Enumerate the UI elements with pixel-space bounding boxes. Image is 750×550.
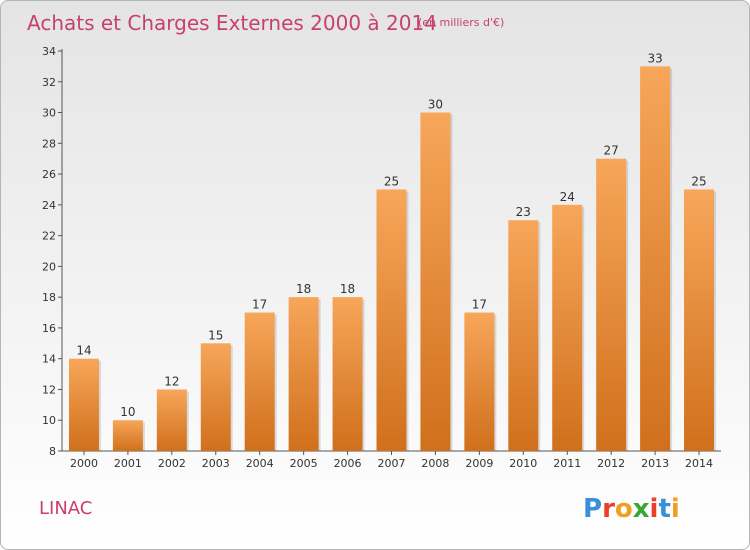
bar-value-label: 18 [340,282,355,296]
x-tick-label: 2007 [378,457,406,470]
bar [68,358,99,451]
logo-letter: o [615,494,633,524]
logo-letter: P [583,494,602,524]
x-tick-label: 2009 [465,457,493,470]
x-tick-label: 2002 [158,457,186,470]
y-tick-label: 28 [42,137,56,150]
bar-value-label: 18 [296,282,311,296]
y-tick-label: 30 [42,107,56,120]
bar-value-label: 27 [604,144,619,158]
bar-value-label: 25 [691,174,706,188]
y-tick-label: 20 [42,260,56,273]
logo-letter: t [658,494,670,524]
bar [244,312,275,451]
axes: 8 10 12 14 16 18 20 22 24 26 28 30 32 34 2000 2001 2002 2… [42,45,721,470]
y-tick-label: 10 [42,414,56,427]
y-tick-label: 18 [42,291,56,304]
bar [508,220,539,451]
logo-letter: r [602,494,615,524]
bar [464,312,495,451]
x-tick-label: 2011 [553,457,581,470]
bar [552,204,583,451]
logo-letter: x [633,494,650,524]
bar [376,189,407,451]
chart-title: Achats et Charges Externes 2000 à 2014 [27,11,437,35]
bar-value-label: 17 [472,298,487,312]
bar-value-label: 10 [120,405,135,419]
bar-value-label: 25 [384,174,399,188]
x-tick-label: 2013 [641,457,669,470]
bar [640,66,671,451]
y-tick-label: 34 [42,45,56,58]
x-tick-label: 2001 [114,457,142,470]
commune-name: LINAC [39,498,92,519]
x-tick-label: 2003 [202,457,230,470]
bar-value-label: 24 [560,190,575,204]
bar-value-label: 14 [76,344,91,358]
y-tick-label: 16 [42,322,56,335]
y-tick-label: 12 [42,383,56,396]
x-tick-label: 2014 [685,457,713,470]
bar [420,112,451,452]
bar [112,420,143,451]
x-tick-label: 2006 [334,457,362,470]
x-tick-label: 2004 [246,457,274,470]
x-tick-label: 2010 [509,457,537,470]
y-tick-label: 32 [42,76,56,89]
bar [684,189,715,451]
bar-value-label: 30 [428,98,443,112]
y-tick-label: 8 [49,445,56,458]
bar [596,158,627,451]
logo-letter: i [671,494,680,524]
y-tick-label: 26 [42,168,56,181]
x-tick-label: 2012 [597,457,625,470]
bar-value-label: 33 [647,51,662,65]
chart-subtitle: (en milliers d'€) [418,16,504,29]
bar [200,343,231,451]
x-tick-label: 2000 [70,457,98,470]
bar-value-label: 12 [164,374,179,388]
bar [156,389,187,451]
logo-letter: i [650,494,659,524]
x-tick-label: 2008 [421,457,449,470]
bars: 14 10 12 15 17 18 18 25 30 17 23 24 27 33 25 [68,51,717,452]
proxiti-logo: Proxiti [583,494,680,524]
bar-value-label: 17 [252,298,267,312]
bar [332,297,363,451]
y-tick-label: 14 [42,353,56,366]
y-tick-label: 22 [42,230,56,243]
bar [288,297,319,451]
bar-value-label: 23 [516,205,531,219]
x-tick-label: 2005 [290,457,318,470]
bar-value-label: 15 [208,328,223,342]
y-tick-label: 24 [42,199,56,212]
